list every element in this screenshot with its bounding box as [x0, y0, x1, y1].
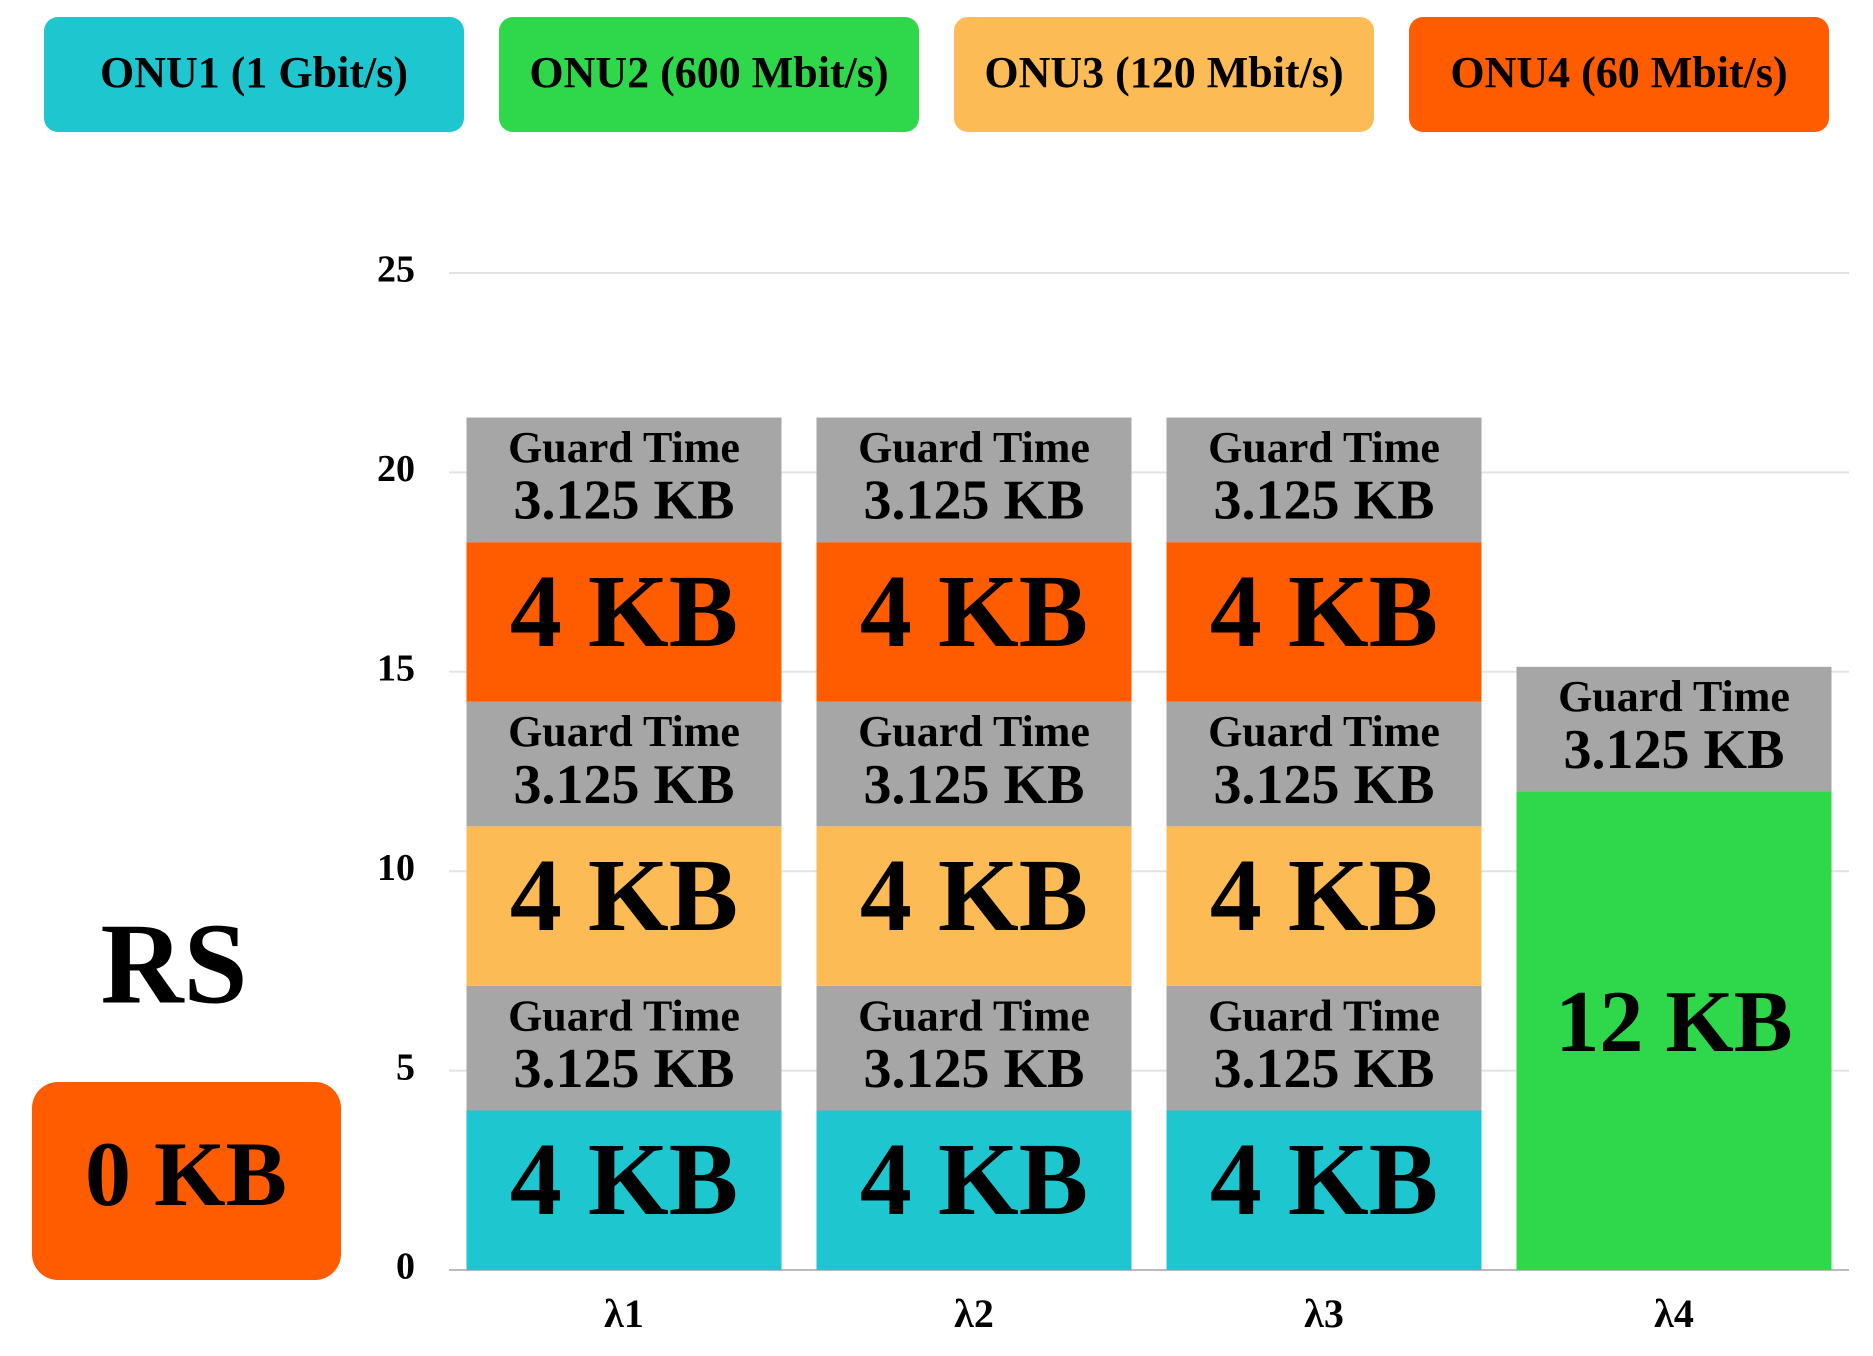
bar-segment — [1166, 826, 1482, 986]
annotation-title: RS — [100, 900, 247, 1027]
segment-name: Guard Time — [508, 991, 740, 1040]
bar-segment — [816, 701, 1132, 827]
segment-name: Guard Time — [508, 423, 740, 472]
segment-label: 4 KB — [510, 1122, 738, 1237]
bar-segment — [1166, 985, 1482, 1111]
segment-label: 3.125 KB — [514, 1038, 735, 1100]
segment-label: 3.125 KB — [1214, 754, 1435, 816]
x-tick-label: λ3 — [1304, 1291, 1344, 1336]
bar-segment — [816, 826, 1132, 986]
bar-segment — [816, 1110, 1132, 1270]
segment-label: 4 KB — [510, 838, 738, 953]
segment-label: 4 KB — [860, 1122, 1088, 1237]
x-tick-label: λ2 — [954, 1291, 994, 1336]
x-tick-label: λ1 — [604, 1291, 644, 1336]
segment-name: Guard Time — [858, 991, 1090, 1040]
legend-label: ONU2 (600 Mbit/s) — [529, 48, 888, 97]
bar-segment — [816, 542, 1132, 702]
bar-segment — [816, 417, 1132, 543]
segment-label: 4 KB — [1210, 554, 1438, 669]
legend-label: ONU4 (60 Mbit/s) — [1450, 48, 1787, 97]
segment-label: 12 KB — [1555, 974, 1792, 1071]
legend-swatch — [44, 17, 464, 132]
bar-segment — [1516, 666, 1832, 792]
segment-label: 3.125 KB — [864, 470, 1085, 532]
bar-segment — [1166, 542, 1482, 702]
y-tick-label: 15 — [377, 648, 415, 690]
segment-label: 3.125 KB — [864, 1038, 1085, 1100]
segment-name: Guard Time — [858, 423, 1090, 472]
segment-label: 3.125 KB — [864, 754, 1085, 816]
segment-label: 4 KB — [510, 554, 738, 669]
bar-segment — [1166, 1110, 1482, 1270]
bar-segment — [1166, 417, 1482, 543]
legend-label: ONU1 (1 Gbit/s) — [100, 48, 408, 97]
legend-swatch — [499, 17, 919, 132]
segment-name: Guard Time — [1208, 707, 1440, 756]
segment-label: 4 KB — [1210, 838, 1438, 953]
bar-segment — [816, 985, 1132, 1111]
bar-segment — [466, 542, 782, 702]
y-tick-label: 5 — [396, 1046, 415, 1088]
segment-label: 4 KB — [860, 838, 1088, 953]
segment-label: 4 KB — [860, 554, 1088, 669]
legend-swatch — [954, 17, 1374, 132]
segment-name: Guard Time — [1558, 672, 1790, 721]
bar-segment — [466, 1110, 782, 1270]
bar-segment — [466, 417, 782, 543]
bar-segment — [1166, 701, 1482, 827]
bar-segment — [466, 985, 782, 1111]
segment-label: 3.125 KB — [1214, 470, 1435, 532]
segment-label: 4 KB — [1210, 1122, 1438, 1237]
segment-label: 3.125 KB — [514, 470, 735, 532]
segment-label: 3.125 KB — [1564, 719, 1785, 781]
annotation-box — [32, 1082, 341, 1280]
annotation-text: 0 KB — [85, 1123, 287, 1225]
bar-segment — [466, 826, 782, 986]
segment-name: Guard Time — [508, 707, 740, 756]
bar-segment — [466, 701, 782, 827]
y-tick-label: 10 — [377, 847, 415, 889]
y-tick-label: 25 — [377, 249, 415, 291]
bar-segment — [1516, 791, 1832, 1270]
segment-name: Guard Time — [1208, 991, 1440, 1040]
segment-name: Guard Time — [1208, 423, 1440, 472]
segment-label: 3.125 KB — [1214, 1038, 1435, 1100]
y-tick-label: 20 — [377, 448, 415, 490]
x-tick-label: λ4 — [1654, 1291, 1694, 1336]
segment-label: 3.125 KB — [514, 754, 735, 816]
legend-label: ONU3 (120 Mbit/s) — [984, 48, 1343, 97]
segment-name: Guard Time — [858, 707, 1090, 756]
y-tick-label: 0 — [396, 1246, 415, 1288]
legend-swatch — [1409, 17, 1829, 132]
